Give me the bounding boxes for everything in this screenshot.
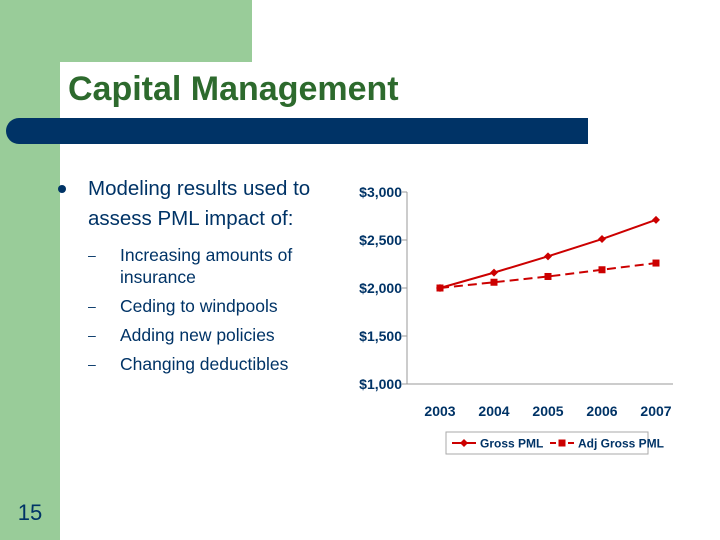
legend-label: Adj Gross PML — [578, 437, 664, 451]
page-number: 15 — [17, 500, 43, 525]
x-tick-label: 2004 — [478, 403, 509, 419]
y-tick-label: $2,500 — [359, 232, 402, 248]
sub-bullet-text: Adding new policies — [120, 325, 275, 345]
adj-gross-pml-point — [544, 272, 552, 280]
y-tick-label: $3,000 — [359, 184, 402, 200]
pml-line-chart: $1,000 $1,500 $2,000 $2,500 $3,000 2003 2004 20… — [359, 184, 673, 455]
bullet-list: Modeling results used to assess PML impa… — [58, 174, 348, 382]
adj-gross-pml-point — [490, 278, 498, 286]
sub-bullet-item: – Adding new policies — [58, 324, 348, 346]
sub-bullet-item: – Changing deductibles — [58, 353, 348, 375]
sub-bullet-text: Changing deductibles — [120, 354, 289, 374]
sub-bullet-text: Ceding to windpools — [120, 296, 278, 316]
left-accent-band — [0, 0, 60, 540]
gross-pml-point — [652, 215, 660, 224]
bullet-text: Modeling results used to assess PML impa… — [88, 177, 311, 230]
sub-bullet-item: – Ceding to windpools — [58, 295, 348, 317]
slide-title: Capital Management — [68, 70, 399, 108]
sub-bullet-list: – Increasing amounts of insurance – Cedi… — [58, 244, 348, 375]
dash-icon: – — [88, 298, 96, 314]
legend-box — [445, 431, 649, 455]
gross-pml-point — [598, 235, 606, 244]
sub-bullet-text: Increasing amounts of insurance — [120, 245, 293, 287]
series-line-1 — [439, 262, 657, 289]
x-tick-label: 2003 — [424, 403, 455, 419]
x-tick-label: 2007 — [640, 403, 671, 419]
adj-gross-pml-point — [652, 259, 660, 267]
sub-bullet-item: – Increasing amounts of insurance — [58, 244, 348, 288]
title-rule-bar — [6, 118, 588, 144]
gross-pml-point — [490, 268, 498, 277]
x-tick-label: 2005 — [532, 403, 563, 419]
adj-gross-pml-point — [598, 266, 606, 274]
bullet-item: Modeling results used to assess PML impa… — [58, 174, 348, 234]
legend-label: Gross PML — [480, 437, 543, 451]
y-tick-label: $1,000 — [359, 376, 402, 392]
legend-diamond-marker — [460, 439, 468, 447]
legend-square-marker — [558, 439, 566, 447]
dash-icon: – — [88, 247, 96, 263]
x-tick-label: 2006 — [586, 403, 617, 419]
bullet-dot-icon — [58, 185, 66, 193]
dash-icon: – — [88, 356, 96, 372]
y-tick-label: $2,000 — [359, 280, 402, 296]
adj-gross-pml-point — [436, 284, 444, 292]
dash-icon: – — [88, 327, 96, 343]
title-background — [60, 62, 420, 118]
y-tick-label: $1,500 — [359, 328, 402, 344]
gross-pml-point — [544, 252, 552, 261]
